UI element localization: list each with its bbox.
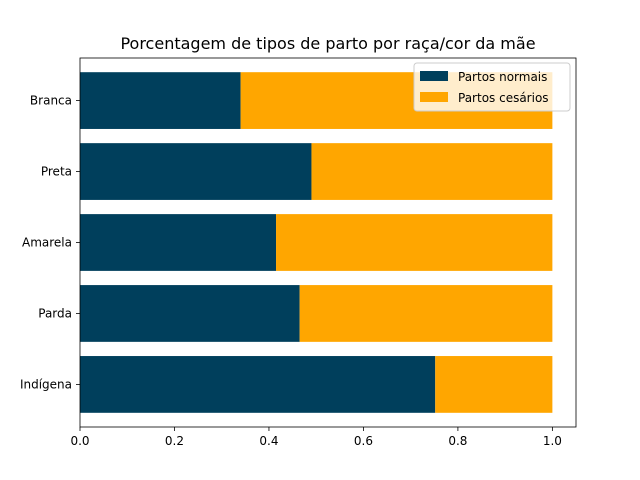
bar-normal-0 bbox=[80, 356, 436, 413]
legend: Partos normais Partos cesários bbox=[413, 62, 571, 112]
legend-label: Partos cesários bbox=[458, 91, 549, 105]
x-tick-label: 0.0 bbox=[70, 434, 89, 448]
bar-cesario-3 bbox=[311, 143, 553, 200]
chart-title: Porcentagem de tipos de parto por raça/c… bbox=[120, 34, 535, 53]
y-tick-label: Amarela bbox=[22, 236, 72, 250]
x-tick-label: 0.4 bbox=[259, 434, 278, 448]
bar-normal-3 bbox=[80, 143, 312, 200]
bar-normal-1 bbox=[80, 285, 300, 342]
bar-cesario-0 bbox=[435, 356, 553, 413]
x-tick-label: 0.2 bbox=[165, 434, 184, 448]
y-tick-label: Parda bbox=[38, 306, 72, 320]
y-tick-label: Preta bbox=[41, 165, 72, 179]
bar-cesario-1 bbox=[299, 285, 553, 342]
x-tick-label: 1.0 bbox=[543, 434, 562, 448]
y-tick-label: Branca bbox=[30, 94, 72, 108]
legend-label: Partos normais bbox=[458, 70, 547, 84]
axes-group: 0.0 0.2 0.4 0.6 0.8 1.0 Indígena Parda Amarela Pr… bbox=[20, 57, 577, 448]
x-tick-label: 0.8 bbox=[448, 434, 467, 448]
legend-swatch bbox=[420, 92, 448, 102]
bar-normal-2 bbox=[80, 214, 277, 271]
legend-box bbox=[413, 62, 571, 112]
legend-swatch bbox=[420, 71, 448, 81]
x-tick-label: 0.6 bbox=[354, 434, 373, 448]
y-tick-label: Indígena bbox=[20, 377, 72, 391]
bars-group bbox=[80, 72, 553, 413]
bar-cesario-2 bbox=[276, 214, 553, 271]
bar-normal-4 bbox=[80, 72, 241, 129]
